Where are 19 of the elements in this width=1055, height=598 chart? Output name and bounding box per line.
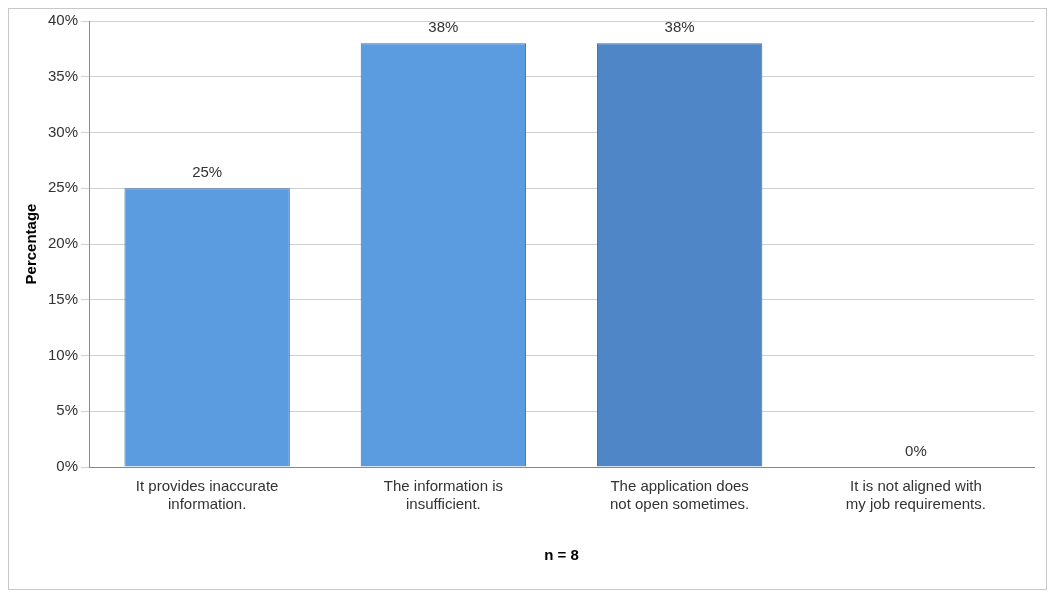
data-label: 25% [192, 162, 223, 180]
y-tick-label: 20% [47, 234, 79, 252]
y-tick-label: 5% [56, 401, 79, 419]
x-tick-label: The application does not open sometimes. [610, 477, 750, 513]
y-tick-label: 35% [47, 66, 79, 84]
y-tick-label: 30% [47, 122, 79, 140]
x-tick-label: It is not aligned with my job requirements. [845, 477, 986, 513]
y-tick-label: 40% [47, 11, 79, 29]
y-axis-title: Percentage [22, 203, 40, 285]
y-tick-label: 0% [56, 457, 79, 475]
x-axis-title: n = 8 [544, 546, 579, 564]
x-tick-label: It provides inaccurate information. [135, 477, 279, 513]
data-label: 38% [664, 17, 695, 35]
data-label: 38% [428, 17, 459, 35]
y-tick-label: 25% [47, 178, 79, 196]
y-tick-label: 10% [47, 345, 79, 363]
x-tick-label: The information is insufficient. [383, 477, 503, 513]
data-label: 0% [905, 441, 927, 459]
y-tick-label: 15% [47, 289, 79, 307]
